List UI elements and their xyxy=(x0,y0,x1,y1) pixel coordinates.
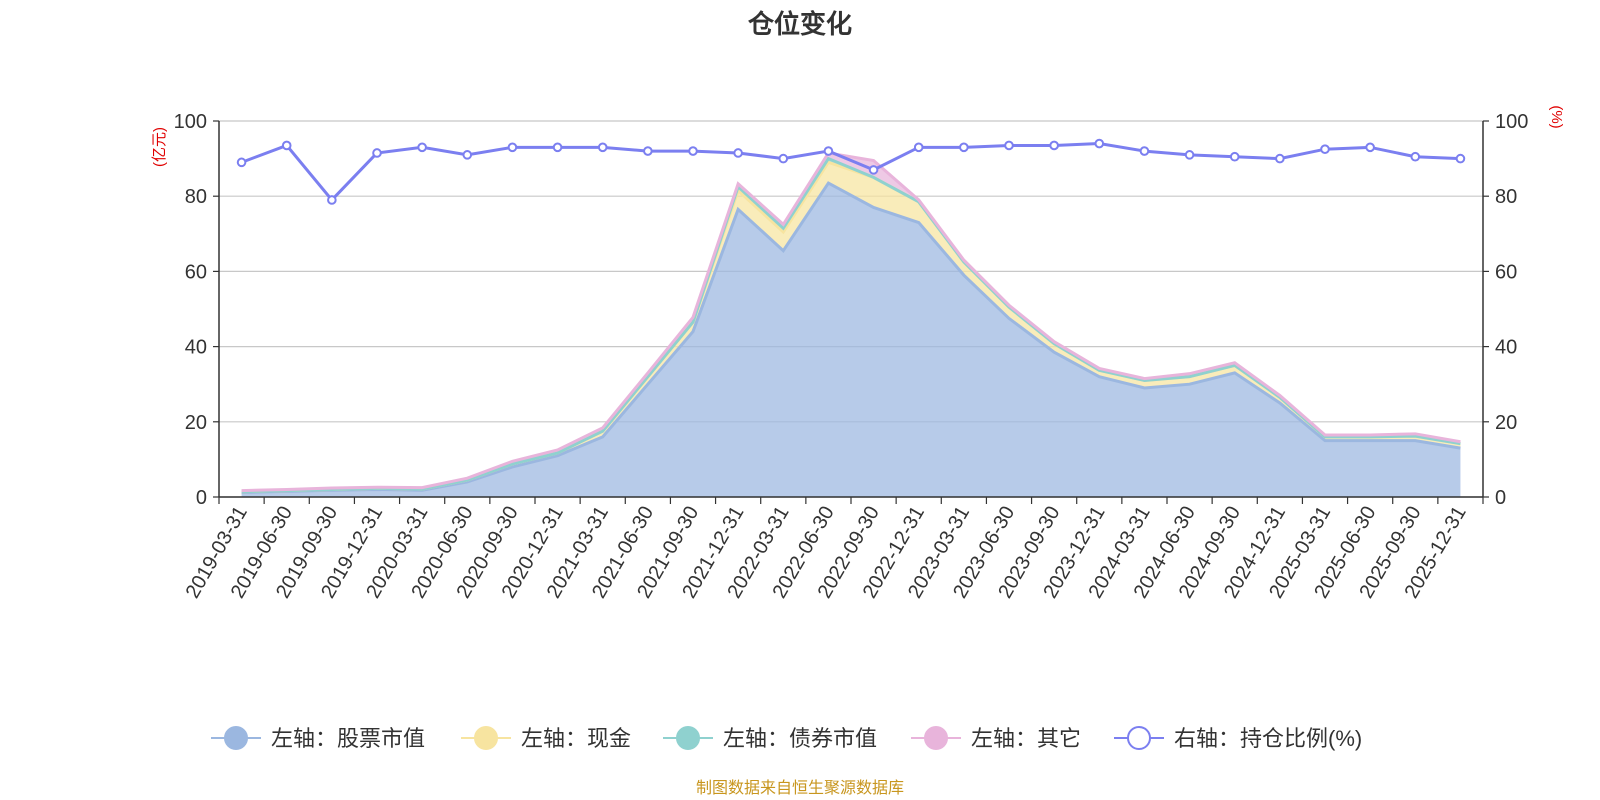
ratio-point xyxy=(643,146,653,156)
chart-title: 仓位变化 xyxy=(747,9,852,39)
right-axis-unit: (%) xyxy=(1548,105,1565,128)
ratio-point xyxy=(688,146,698,156)
ratio-point xyxy=(281,140,292,151)
ratio-point xyxy=(372,148,382,158)
ratio-point xyxy=(1275,153,1285,164)
left-axis-tick-label: 40 xyxy=(185,337,207,359)
ratio-point xyxy=(236,157,247,168)
legend-item[interactable]: 左轴：债券市值 xyxy=(663,726,877,751)
ratio-point xyxy=(1094,138,1105,149)
ratio-point xyxy=(552,142,563,153)
ratio-point xyxy=(1004,140,1014,151)
legend-item[interactable]: 左轴：现金 xyxy=(461,726,631,751)
ratio-point xyxy=(733,148,743,158)
legend-label: 左轴：债券市值 xyxy=(723,726,877,751)
legend-marker xyxy=(474,726,498,750)
right-axis-tick-label: 0 xyxy=(1495,487,1506,509)
left-axis-tick-label: 80 xyxy=(185,186,207,208)
legend-label: 左轴：现金 xyxy=(521,726,631,751)
area-layers xyxy=(241,152,1461,498)
legend-item[interactable]: 左轴：其它 xyxy=(911,726,1081,751)
ratio-point xyxy=(327,195,337,205)
area-左轴：股票市值 xyxy=(241,183,1461,498)
area-edge-左轴：债券市值 xyxy=(241,156,1461,494)
ratio-point xyxy=(597,142,608,153)
ratio-point xyxy=(1365,142,1375,153)
right-axis-tick-label: 40 xyxy=(1495,337,1517,359)
left-axis-unit: (亿元) xyxy=(151,127,168,167)
ratio-point xyxy=(1455,153,1466,164)
right-axis-tick-label: 80 xyxy=(1495,186,1517,208)
left-axis-tick-label: 0 xyxy=(196,487,207,509)
line-右轴：持仓比例(%) xyxy=(241,142,1461,203)
series-lines xyxy=(236,138,1466,494)
right-axis-tick-label: 60 xyxy=(1495,261,1517,283)
ratio-point xyxy=(1229,151,1240,162)
right-axis-tick-label: 100 xyxy=(1495,111,1528,133)
left-axis-tick-label: 100 xyxy=(174,111,207,133)
ratio-point xyxy=(778,153,789,164)
ratio-point xyxy=(1049,140,1059,151)
source-note: 制图数据来自恒生聚源数据库 xyxy=(696,779,904,797)
ratio-point xyxy=(1320,144,1330,154)
ratio-point xyxy=(868,165,879,175)
ratio-point xyxy=(1410,151,1421,162)
ratio-point xyxy=(417,142,427,153)
legend-marker xyxy=(224,726,248,750)
ratio-point xyxy=(1184,150,1195,160)
left-axis-tick-label: 20 xyxy=(185,412,207,434)
area-edge-左轴：其它 xyxy=(241,151,1461,493)
ratio-point xyxy=(959,142,969,153)
legend-marker xyxy=(924,726,948,750)
legend[interactable]: 左轴：股票市值 左轴：现金 左轴：债券市值 左轴：其它 右轴：持仓比例(%) xyxy=(211,726,1362,751)
legend-label: 右轴：持仓比例(%) xyxy=(1174,726,1362,751)
ratio-point xyxy=(913,142,924,153)
ratio-point xyxy=(507,142,518,153)
legend-marker xyxy=(1127,726,1151,750)
ratio-point xyxy=(462,150,473,160)
ratio-point xyxy=(1139,146,1150,156)
right-axis-tick-label: 20 xyxy=(1495,412,1517,434)
legend-item[interactable]: 右轴：持仓比例(%) xyxy=(1114,726,1362,751)
legend-label: 左轴：股票市值 xyxy=(271,726,425,751)
ratio-point xyxy=(823,146,834,156)
legend-label: 左轴：其它 xyxy=(971,726,1081,751)
legend-item[interactable]: 左轴：股票市值 xyxy=(211,726,425,751)
legend-marker xyxy=(676,726,700,750)
left-axis-tick-label: 60 xyxy=(185,261,207,283)
